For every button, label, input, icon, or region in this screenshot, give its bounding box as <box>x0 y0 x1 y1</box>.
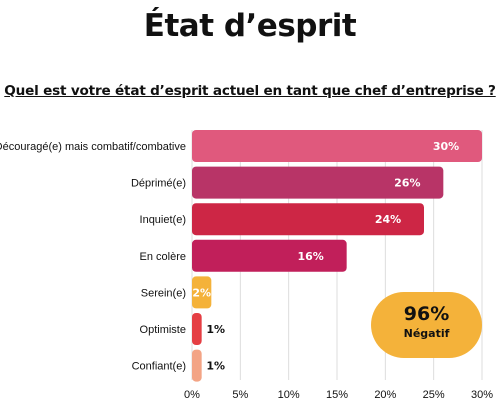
page-title: État d’esprit <box>143 8 357 44</box>
value-labels: 30% 26% 24% 16% 2% 1% 1% <box>192 140 459 373</box>
category-label: Confiant(e) <box>132 361 186 373</box>
x-tick-label: 30% <box>471 389 493 401</box>
value-label: 16% <box>297 250 323 263</box>
value-label: 24% <box>375 213 401 226</box>
bar <box>192 166 444 199</box>
bar <box>192 349 202 382</box>
x-tick-label: 15% <box>326 389 348 401</box>
summary-label: Négatif <box>403 327 450 340</box>
category-label: Déprimé(e) <box>131 178 186 190</box>
x-tick-label: 20% <box>374 389 396 401</box>
summary-value: 96% <box>403 303 450 325</box>
value-label: 1% <box>206 323 225 336</box>
x-tick-label: 5% <box>232 389 248 401</box>
category-label: Inquiet(e) <box>140 214 186 226</box>
bar <box>192 239 347 272</box>
x-axis-ticks: 0% 5% 10% 15% 20% 25% 30% <box>184 389 493 401</box>
bar <box>192 313 202 345</box>
bar <box>192 203 424 236</box>
bars <box>192 130 482 382</box>
negative-summary-badge: 96% Négatif <box>371 292 482 358</box>
survey-question: Quel est votre état d’esprit actuel en t… <box>4 83 496 99</box>
value-label: 2% <box>192 286 211 299</box>
category-label: En colère <box>140 251 186 263</box>
category-label: Serein(e) <box>141 287 186 299</box>
value-label: 26% <box>394 177 420 190</box>
x-tick-label: 10% <box>278 389 300 401</box>
value-label: 1% <box>206 360 225 373</box>
category-label: Optimiste <box>140 324 186 336</box>
x-tick-label: 0% <box>184 389 200 401</box>
bar <box>192 130 482 162</box>
value-label: 30% <box>433 140 459 153</box>
category-labels: Découragé(e) mais combatif/combative Dépr… <box>0 141 186 373</box>
x-tick-label: 25% <box>423 389 445 401</box>
bar <box>192 276 212 309</box>
category-label: Découragé(e) mais combatif/combative <box>0 141 186 153</box>
